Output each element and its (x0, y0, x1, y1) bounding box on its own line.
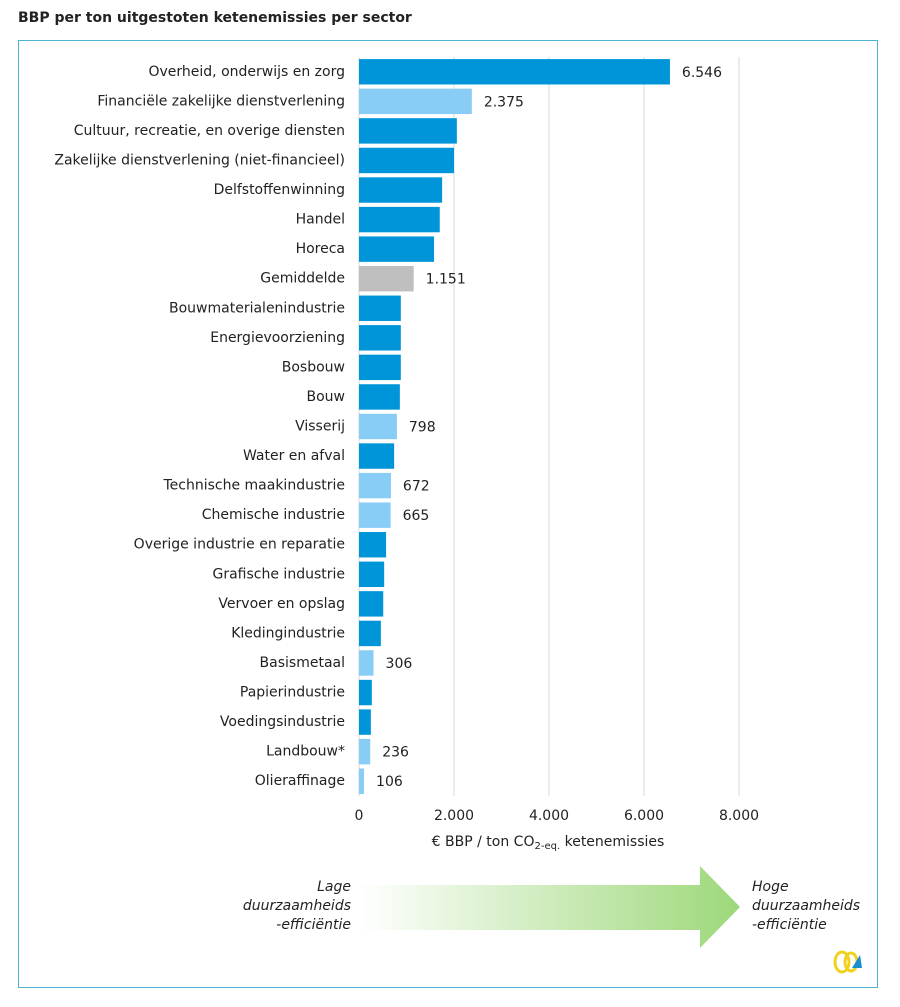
logo (833, 950, 862, 974)
value-label: 798 (409, 420, 436, 436)
bar (359, 502, 391, 528)
bar (359, 768, 365, 794)
bar (359, 679, 372, 706)
y-tick-label: Delfstoffenwinning (214, 182, 345, 198)
y-tick-label: Gemiddelde (260, 271, 345, 287)
value-label: 665 (403, 508, 430, 524)
y-tick-label: Kledingindustrie (231, 625, 345, 641)
y-tick-label: Basismetaal (260, 655, 345, 671)
bar (359, 650, 374, 676)
y-tick-label: Visserij (295, 419, 345, 435)
x-tick-label: 2.000 (434, 808, 474, 824)
y-tick-label: Water en afval (243, 448, 345, 464)
value-label: 1.151 (426, 272, 466, 288)
x-tick-label: 4.000 (529, 808, 569, 824)
bar (359, 265, 414, 292)
bar (359, 147, 454, 174)
y-tick-label: Handel (296, 212, 345, 228)
y-tick-label: Grafische industrie (213, 566, 346, 582)
bar (359, 177, 443, 203)
bar (359, 472, 391, 499)
bar (359, 413, 397, 440)
y-tick-label: Bouwmaterialenindustrie (169, 300, 345, 316)
y-tick-label: Technische maakindustrie (162, 478, 345, 494)
y-tick-label: Olieraffinage (255, 773, 345, 789)
y-tick-label: Zakelijke dienstverlening (niet-financie… (54, 152, 345, 168)
arrow-right-label: duurzaamheids (752, 898, 860, 914)
bar (359, 295, 401, 321)
bar (359, 325, 401, 351)
bar (359, 443, 395, 469)
y-tick-label: Voedingsindustrie (220, 714, 345, 730)
frame (18, 40, 878, 988)
arrow-right-label: -efficiëntie (752, 917, 827, 933)
value-label: 672 (403, 479, 430, 495)
y-tick-label: Overige industrie en reparatie (134, 537, 345, 553)
arrow-left-label: duurzaamheids (243, 898, 351, 914)
bar (359, 206, 440, 233)
bar (359, 620, 381, 647)
y-tick-label: Horeca (296, 241, 345, 257)
bar (359, 384, 400, 410)
y-tick-label: Landbouw* (266, 744, 345, 760)
y-tick-label: Cultuur, recreatie, en overige diensten (74, 123, 345, 139)
y-tick-label: Bouw (307, 389, 346, 405)
bar (359, 236, 435, 262)
y-tick-label: Overheid, onderwijs en zorg (148, 64, 345, 80)
y-tick-label: Financiële zakelijke dienstverlening (97, 93, 345, 109)
x-tick-label: 6.000 (624, 808, 664, 824)
arrow-left-label: Lage (317, 879, 351, 895)
bar (359, 532, 387, 558)
y-tick-label: Vervoer en opslag (218, 596, 345, 612)
bar (359, 561, 385, 588)
bar (359, 591, 384, 617)
x-tick-label: 8.000 (719, 808, 759, 824)
y-tick-label: Papierindustrie (240, 685, 345, 701)
value-label: 6.546 (682, 65, 722, 81)
bar (359, 709, 371, 735)
y-tick-label: Energievoorziening (210, 330, 345, 346)
bar (359, 354, 401, 381)
bar (359, 59, 670, 85)
arrow-labels: Lage duurzaamheids -efficiëntie Hoge duurzaa… (243, 879, 860, 933)
chart-title: BBP per ton uitgestoten ketenemissies pe… (18, 10, 412, 26)
efficiency-arrow (358, 866, 740, 948)
value-label: 106 (376, 774, 403, 790)
value-label: 236 (382, 745, 409, 761)
y-tick-label: Chemische industrie (202, 507, 345, 523)
x-tick-label: 0 (355, 808, 364, 824)
arrow-left-label: -efficiëntie (276, 917, 351, 933)
value-label: 306 (386, 656, 413, 672)
bar (359, 118, 457, 144)
y-tick-label: Bosbouw (282, 359, 345, 375)
value-label: 2.375 (484, 94, 524, 110)
bar (359, 88, 472, 115)
bar (359, 738, 371, 765)
arrow-right-label: Hoge (752, 879, 789, 895)
x-axis-label: € BBP / ton CO2-eq. ketenemissies (432, 834, 665, 852)
